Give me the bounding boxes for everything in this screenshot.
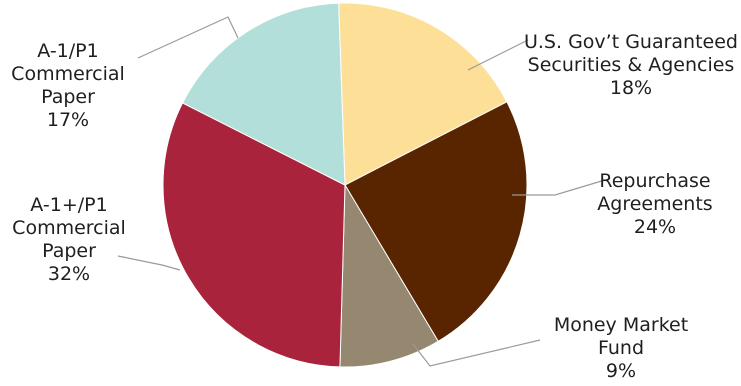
slice-percent-label: 18% <box>610 77 652 99</box>
slice-name-line: Agreements <box>597 193 712 215</box>
slice-name-line: Fund <box>598 337 644 359</box>
slice-name-line: Commercial <box>12 217 126 239</box>
leader-line-3 <box>117 255 181 271</box>
slice-percent-label: 17% <box>47 109 89 131</box>
slice-name-line: A-1+/P1 <box>30 194 107 216</box>
slice-labels: U.S. Gov’t Guaranteed Securities & Agenci… <box>11 31 738 382</box>
slice-name-line: Repurchase <box>599 170 710 192</box>
leader-line-0 <box>467 39 529 71</box>
slice-name-line: Commercial <box>11 63 125 85</box>
slice-name-line: Securities & Agencies <box>528 54 735 76</box>
slice-percent-label: 32% <box>48 263 90 285</box>
leader-line-1 <box>512 179 606 196</box>
pie-slice-4 <box>181 2 346 186</box>
slice-label-3: A-1+/P1 Commercial Paper 32% <box>12 194 126 285</box>
leader-lines <box>117 16 606 367</box>
pie-slice-3 <box>162 102 346 368</box>
slice-percent-label: 9% <box>606 360 636 382</box>
slice-name-line: Paper <box>41 86 95 108</box>
slice-name-line: A-1/P1 <box>37 40 98 62</box>
leader-line-4 <box>137 16 239 59</box>
pie-slices <box>162 2 528 368</box>
slice-name-line: Paper <box>42 240 96 262</box>
slice-name-line: U.S. Gov’t Guaranteed <box>524 31 738 53</box>
leader-line-2 <box>412 339 541 367</box>
pie-slice-1 <box>344 101 528 343</box>
pie-slice-0 <box>338 2 508 186</box>
slice-name-line: Money Market <box>554 314 688 336</box>
slice-percent-label: 24% <box>634 216 676 238</box>
slice-label-4: A-1/P1 Commercial Paper 17% <box>11 40 125 131</box>
slice-label-1: Repurchase Agreements 24% <box>597 170 712 238</box>
slice-label-0: U.S. Gov’t Guaranteed Securities & Agenci… <box>524 31 738 99</box>
slice-label-2: Money Market Fund 9% <box>554 314 688 382</box>
pie-slice-2 <box>339 183 439 368</box>
